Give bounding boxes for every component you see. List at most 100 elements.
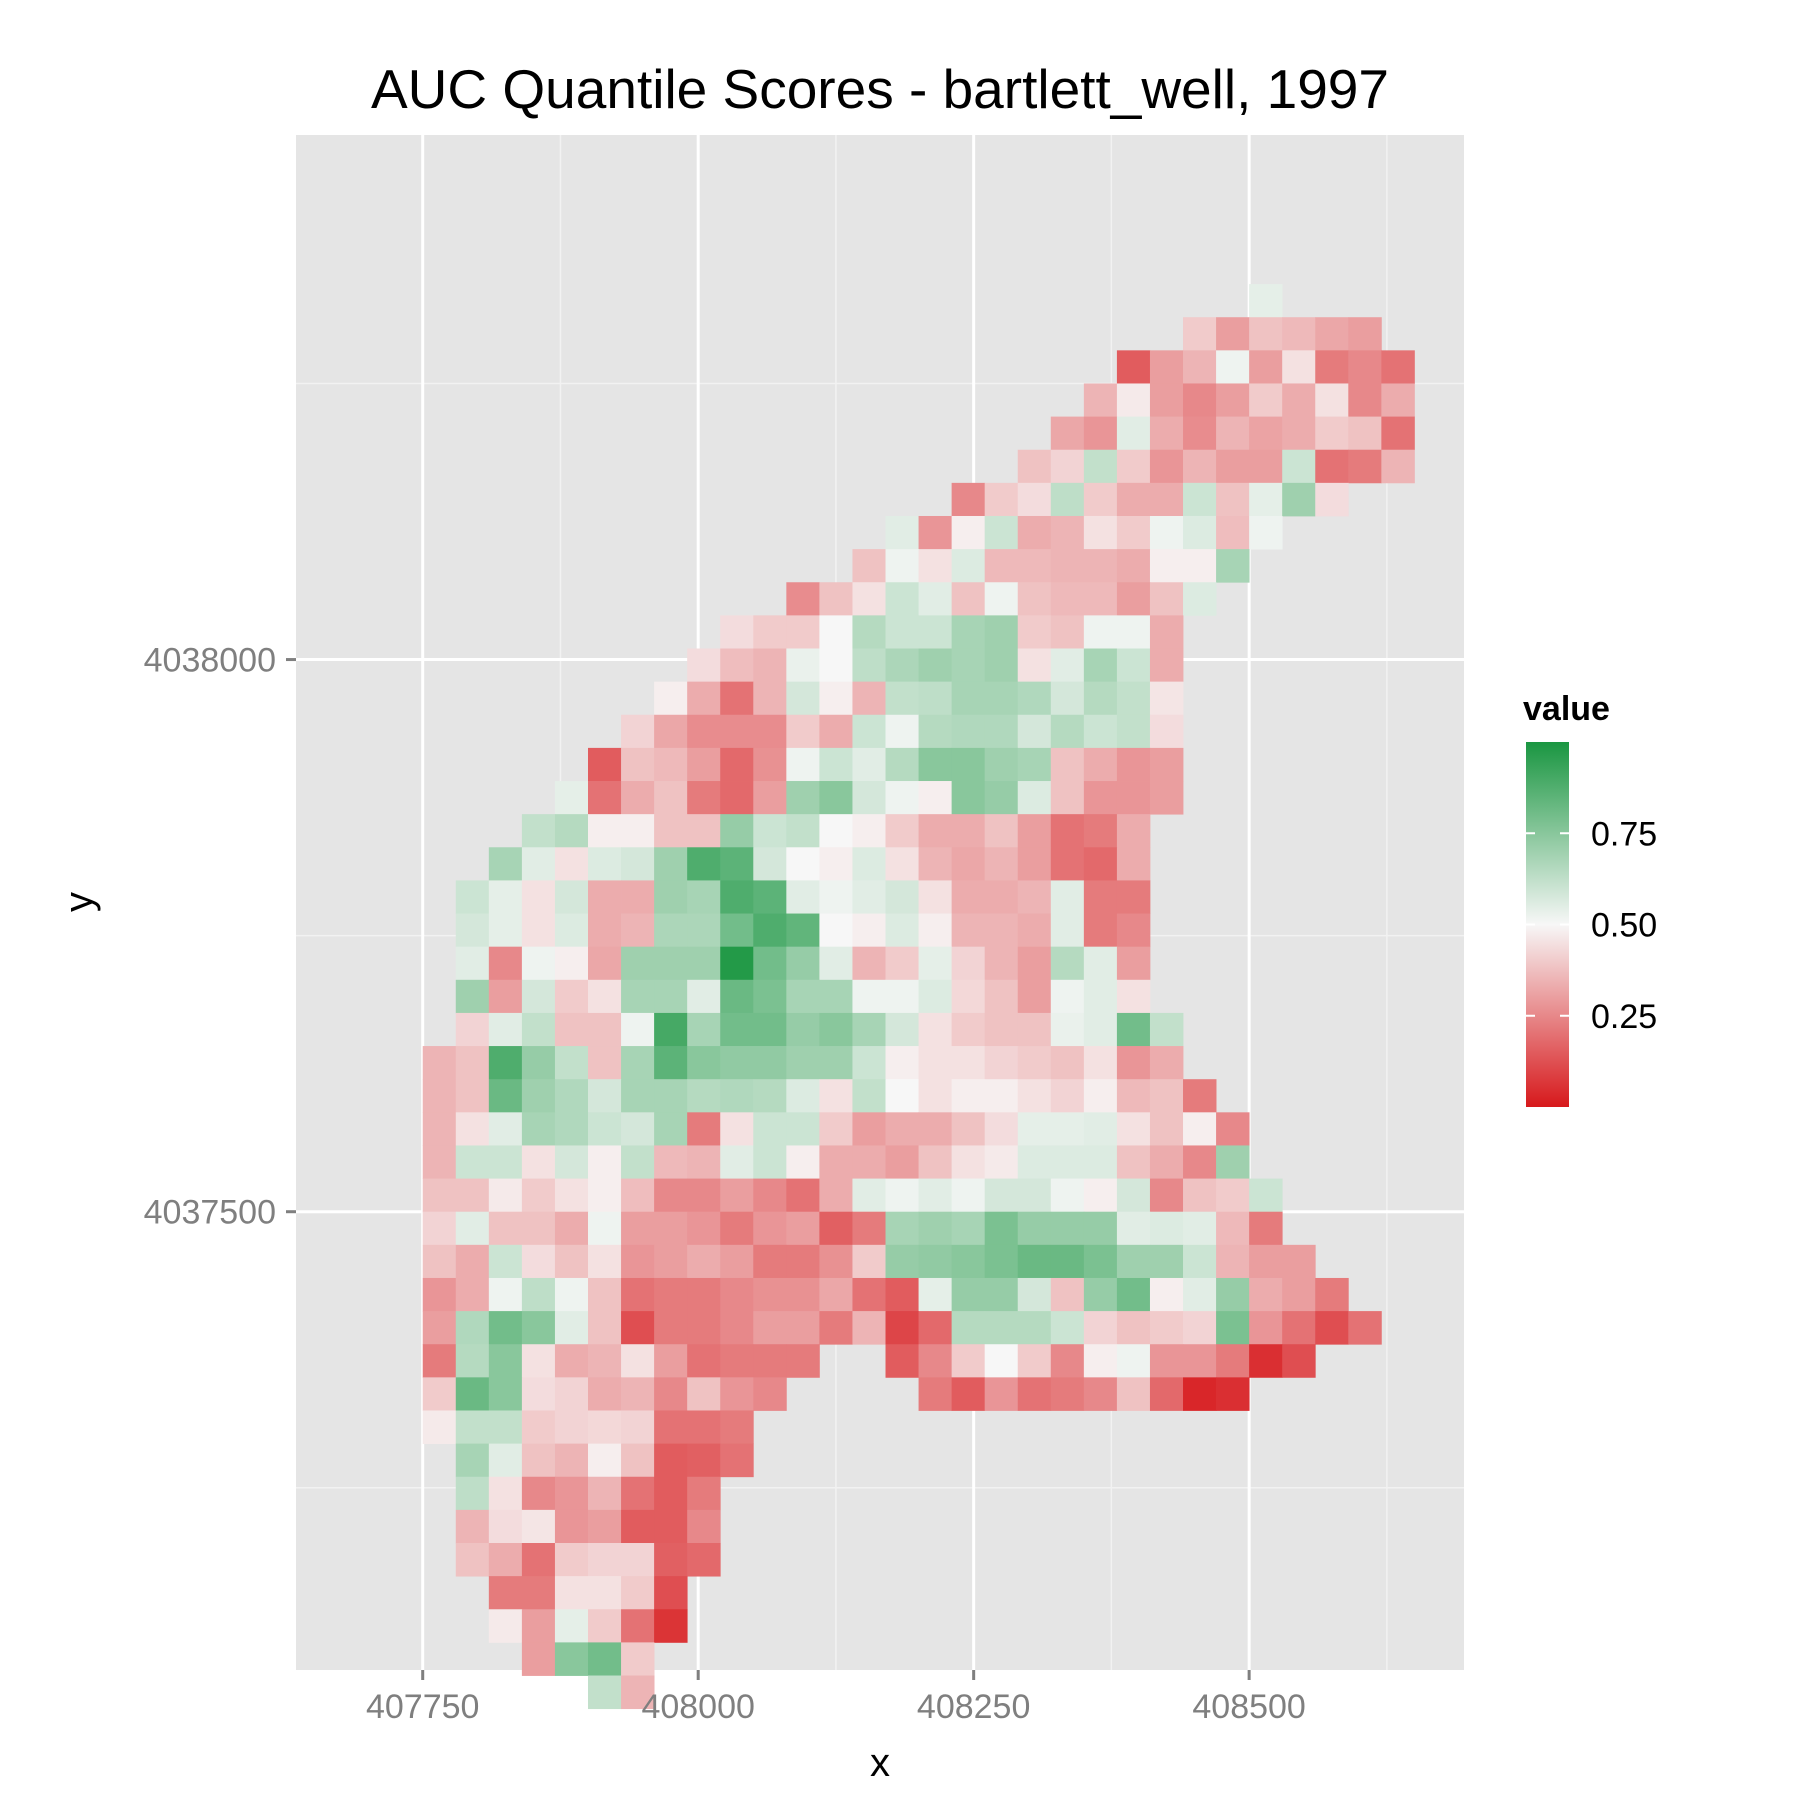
heatmap-cell <box>1183 383 1216 417</box>
heatmap-cell <box>588 1377 621 1411</box>
heatmap-cell <box>1051 1212 1084 1246</box>
heatmap-cell <box>852 549 885 583</box>
heatmap-cell <box>819 682 852 716</box>
heatmap-cell <box>456 1145 489 1179</box>
heatmap-cell <box>786 980 819 1014</box>
heatmap-cell <box>588 1212 621 1246</box>
heatmap-cell <box>1249 1245 1282 1279</box>
heatmap-cell <box>423 1245 456 1279</box>
heatmap-cell <box>886 914 919 948</box>
heatmap-cell <box>621 814 654 848</box>
heatmap-cell <box>1315 317 1348 351</box>
heatmap-cell <box>919 1311 952 1345</box>
heatmap-cell <box>588 781 621 815</box>
heatmap-cell <box>621 1013 654 1047</box>
heatmap-cell <box>720 1410 753 1444</box>
heatmap-cell <box>886 516 919 550</box>
heatmap-cell <box>588 1410 621 1444</box>
heatmap-cell <box>786 814 819 848</box>
heatmap-cell <box>489 1179 522 1213</box>
heatmap-cell <box>1018 649 1051 683</box>
heatmap-cell <box>621 847 654 881</box>
heatmap-cell <box>1183 317 1216 351</box>
heatmap-cell <box>423 1212 456 1246</box>
heatmap-cell <box>952 1311 985 1345</box>
heatmap-cell <box>1051 781 1084 815</box>
heatmap-cell <box>952 914 985 948</box>
heatmap-cell <box>1183 1344 1216 1378</box>
heatmap-cell <box>1018 1112 1051 1146</box>
heatmap-cell <box>555 1245 588 1279</box>
heatmap-cell <box>1249 350 1282 384</box>
heatmap-cell <box>1084 1112 1117 1146</box>
heatmap-cell <box>621 748 654 782</box>
heatmap-cell <box>786 947 819 981</box>
heatmap-cell <box>1051 715 1084 749</box>
heatmap-cell <box>1117 814 1150 848</box>
heatmap-cell <box>1018 914 1051 948</box>
heatmap-cell <box>819 649 852 683</box>
heatmap-cell <box>852 582 885 616</box>
heatmap-cell <box>555 947 588 981</box>
heatmap-cell <box>687 1112 720 1146</box>
heatmap-cell <box>720 1179 753 1213</box>
heatmap-cell <box>720 814 753 848</box>
heatmap-cell <box>687 781 720 815</box>
heatmap-cell <box>687 1477 720 1511</box>
heatmap-cell <box>1084 1245 1117 1279</box>
heatmap-cell <box>489 980 522 1014</box>
heatmap-cell <box>456 1444 489 1478</box>
heatmap-cell <box>819 748 852 782</box>
heatmap-cell <box>687 649 720 683</box>
heatmap-cell <box>952 1079 985 1113</box>
heatmap-cell <box>1051 1278 1084 1312</box>
heatmap-cell <box>1084 1079 1117 1113</box>
heatmap-cell <box>720 715 753 749</box>
heatmap-cell <box>985 880 1018 914</box>
heatmap-cell <box>753 1046 786 1080</box>
heatmap-cell <box>654 1278 687 1312</box>
heatmap-cell <box>1150 682 1183 716</box>
heatmap-cell <box>654 847 687 881</box>
heatmap-cell <box>1084 516 1117 550</box>
heatmap-cell <box>621 1377 654 1411</box>
heatmap-cell <box>555 847 588 881</box>
heatmap-cell <box>1018 450 1051 484</box>
heatmap-cell <box>720 1311 753 1345</box>
heatmap-cell <box>1051 516 1084 550</box>
heatmap-cell <box>522 1510 555 1544</box>
heatmap-cell <box>852 947 885 981</box>
heatmap-cell <box>687 1046 720 1080</box>
heatmap-cell <box>952 814 985 848</box>
heatmap-cell <box>522 1444 555 1478</box>
heatmap-cell <box>1018 1311 1051 1345</box>
heatmap-cell <box>1018 549 1051 583</box>
heatmap-cell <box>1216 1245 1249 1279</box>
heatmap-cell <box>919 781 952 815</box>
heatmap-cell <box>819 914 852 948</box>
heatmap-cell <box>1249 1179 1282 1213</box>
heatmap-cell <box>621 1576 654 1610</box>
heatmap-cell <box>753 1179 786 1213</box>
heatmap-cell <box>753 715 786 749</box>
heatmap-cell <box>985 483 1018 517</box>
heatmap-cell <box>985 1013 1018 1047</box>
heatmap-cell <box>720 1245 753 1279</box>
heatmap-cell <box>852 1046 885 1080</box>
heatmap-cell <box>456 1212 489 1246</box>
heatmap-cell <box>1051 1179 1084 1213</box>
heatmap-cell <box>522 847 555 881</box>
heatmap-cell <box>1150 615 1183 649</box>
heatmap-cell <box>1051 1013 1084 1047</box>
heatmap-cell <box>720 947 753 981</box>
heatmap-cell <box>588 1145 621 1179</box>
heatmap-cell <box>1150 1046 1183 1080</box>
heatmap-cell <box>1084 914 1117 948</box>
heatmap-cell <box>952 847 985 881</box>
heatmap-cell <box>985 814 1018 848</box>
heatmap-cell <box>588 1179 621 1213</box>
heatmap-cell <box>919 980 952 1014</box>
heatmap-cell <box>1150 549 1183 583</box>
heatmap-cell <box>1150 1377 1183 1411</box>
heatmap-cell <box>886 1112 919 1146</box>
